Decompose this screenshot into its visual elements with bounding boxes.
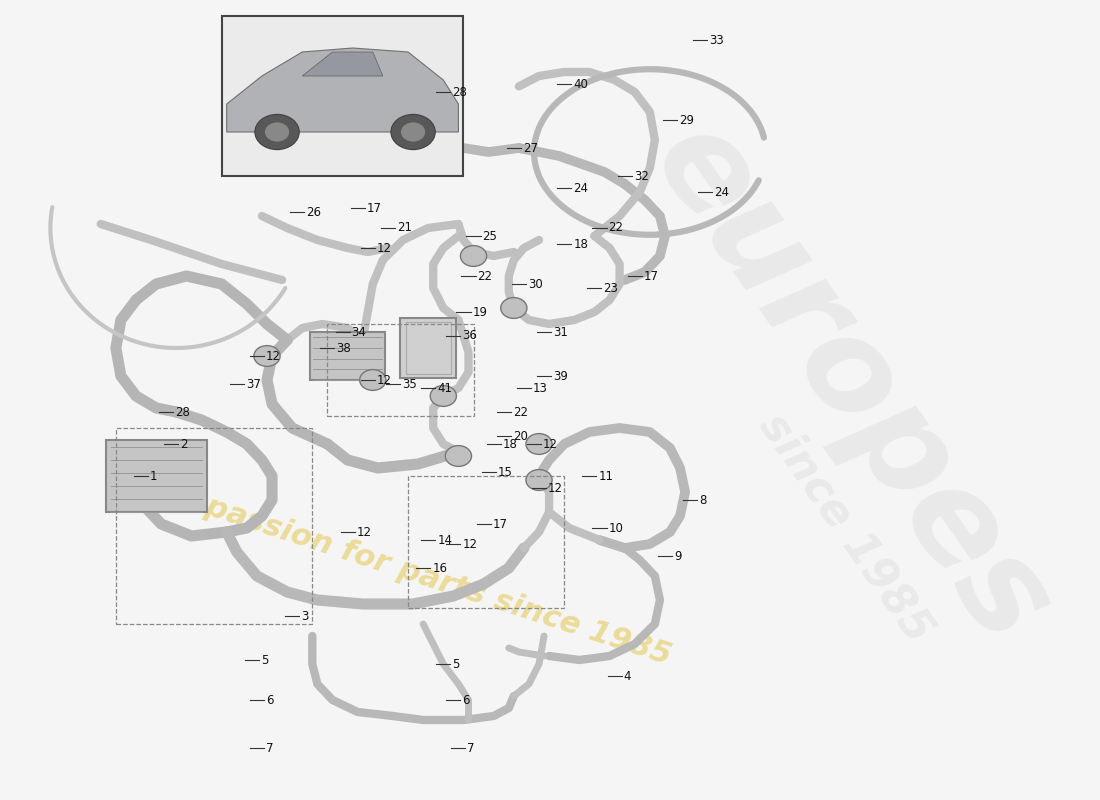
Text: 17: 17 [644, 270, 659, 282]
Circle shape [254, 346, 280, 366]
Text: a passion for parts since 1985: a passion for parts since 1985 [172, 482, 674, 670]
Text: 26: 26 [306, 206, 321, 218]
Text: 40: 40 [573, 78, 588, 90]
Text: 22: 22 [608, 222, 624, 234]
Text: 41: 41 [438, 382, 452, 394]
Text: 15: 15 [497, 466, 513, 478]
Text: europes: europes [627, 101, 1076, 667]
Text: 12: 12 [356, 526, 372, 538]
Text: 12: 12 [462, 538, 477, 550]
Text: 35: 35 [402, 378, 417, 390]
Text: 39: 39 [553, 370, 568, 382]
Circle shape [390, 114, 436, 150]
Circle shape [526, 434, 552, 454]
Text: 7: 7 [266, 742, 274, 754]
Text: 8: 8 [700, 494, 706, 506]
Text: 10: 10 [608, 522, 624, 534]
Text: 18: 18 [503, 438, 518, 450]
Text: 17: 17 [493, 518, 508, 530]
Text: 13: 13 [534, 382, 548, 394]
Text: 9: 9 [674, 550, 682, 562]
Text: 6: 6 [462, 694, 470, 706]
Bar [106, 440, 207, 512]
Circle shape [370, 82, 396, 102]
Text: 14: 14 [438, 534, 452, 546]
Text: 1: 1 [150, 470, 157, 482]
Bar [406, 322, 451, 374]
Circle shape [402, 122, 426, 142]
Text: 18: 18 [573, 238, 588, 250]
Text: 12: 12 [377, 374, 392, 386]
Text: 5: 5 [261, 654, 268, 666]
Text: 27: 27 [522, 142, 538, 154]
Text: 7: 7 [468, 742, 475, 754]
Text: 2: 2 [180, 438, 188, 450]
Circle shape [265, 122, 289, 142]
Polygon shape [227, 48, 459, 132]
Text: 22: 22 [513, 406, 528, 418]
Bar [116, 428, 312, 624]
Circle shape [446, 446, 472, 466]
Text: 33: 33 [710, 34, 724, 46]
Bar [222, 16, 463, 176]
Text: 25: 25 [483, 230, 497, 242]
Text: 28: 28 [452, 86, 468, 98]
Polygon shape [302, 52, 383, 76]
Text: 34: 34 [352, 326, 366, 338]
Text: 36: 36 [462, 330, 477, 342]
Text: 31: 31 [553, 326, 568, 338]
Text: 21: 21 [397, 222, 412, 234]
Text: 32: 32 [634, 170, 649, 182]
Text: 3: 3 [301, 610, 309, 622]
Text: 12: 12 [377, 242, 392, 254]
Text: 37: 37 [245, 378, 261, 390]
Text: 4: 4 [624, 670, 631, 682]
Text: 24: 24 [573, 182, 588, 194]
Circle shape [255, 114, 299, 150]
Circle shape [430, 386, 456, 406]
Text: 38: 38 [337, 342, 351, 354]
Text: 23: 23 [604, 282, 618, 294]
Circle shape [526, 470, 552, 490]
Text: 29: 29 [679, 114, 694, 126]
Text: 5: 5 [452, 658, 460, 670]
Circle shape [500, 298, 527, 318]
Text: 17: 17 [366, 202, 382, 214]
Text: 12: 12 [548, 482, 563, 494]
Circle shape [461, 246, 486, 266]
Text: 11: 11 [598, 470, 614, 482]
Bar [400, 318, 455, 378]
Text: 12: 12 [266, 350, 280, 362]
Text: 24: 24 [714, 186, 729, 198]
Bar [328, 324, 473, 416]
Text: 30: 30 [528, 278, 542, 290]
Text: 28: 28 [175, 406, 190, 418]
Circle shape [360, 370, 386, 390]
Text: since 1985: since 1985 [751, 406, 942, 650]
Text: 6: 6 [266, 694, 274, 706]
Text: 19: 19 [473, 306, 487, 318]
Text: 12: 12 [543, 438, 558, 450]
Bar [310, 332, 385, 380]
Text: 20: 20 [513, 430, 528, 442]
Bar [408, 476, 564, 608]
Text: 16: 16 [432, 562, 448, 574]
Text: 22: 22 [477, 270, 493, 282]
